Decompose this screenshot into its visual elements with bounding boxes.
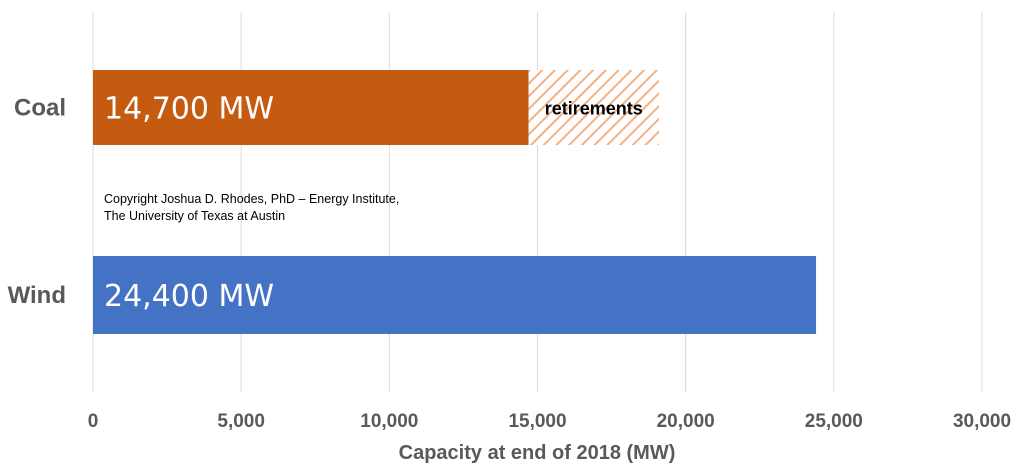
bar-coal [93, 70, 529, 145]
bars: retirements 14,700 MW 24,400 MW [93, 70, 817, 334]
x-tick-label: 10,000 [360, 411, 418, 432]
data-label-coal: 14,700 MW [104, 92, 274, 127]
copyright-line-2: The University of Texas at Austin [104, 209, 285, 223]
retirements-label: retirements [545, 99, 643, 119]
bar-wind [93, 256, 817, 334]
category-labels: Coal Wind [8, 95, 66, 310]
x-tick-label: 0 [88, 411, 99, 432]
x-tick-label: 5,000 [217, 411, 265, 432]
x-tick-label: 15,000 [508, 411, 566, 432]
x-tick-label: 30,000 [953, 411, 1011, 432]
bar-coal-retirements [528, 70, 659, 145]
x-tick-label: 20,000 [657, 411, 715, 432]
category-label-wind: Wind [8, 282, 66, 309]
x-axis-title: Capacity at end of 2018 (MW) [399, 442, 676, 464]
copyright-line-1: Copyright Joshua D. Rhodes, PhD – Energy… [104, 192, 399, 206]
x-tick-label: 25,000 [805, 411, 863, 432]
category-label-coal: Coal [14, 95, 66, 122]
x-tick-labels: 0 5,000 10,000 15,000 20,000 25,000 30,000 [88, 411, 1011, 432]
data-label-wind: 24,400 MW [104, 279, 274, 314]
